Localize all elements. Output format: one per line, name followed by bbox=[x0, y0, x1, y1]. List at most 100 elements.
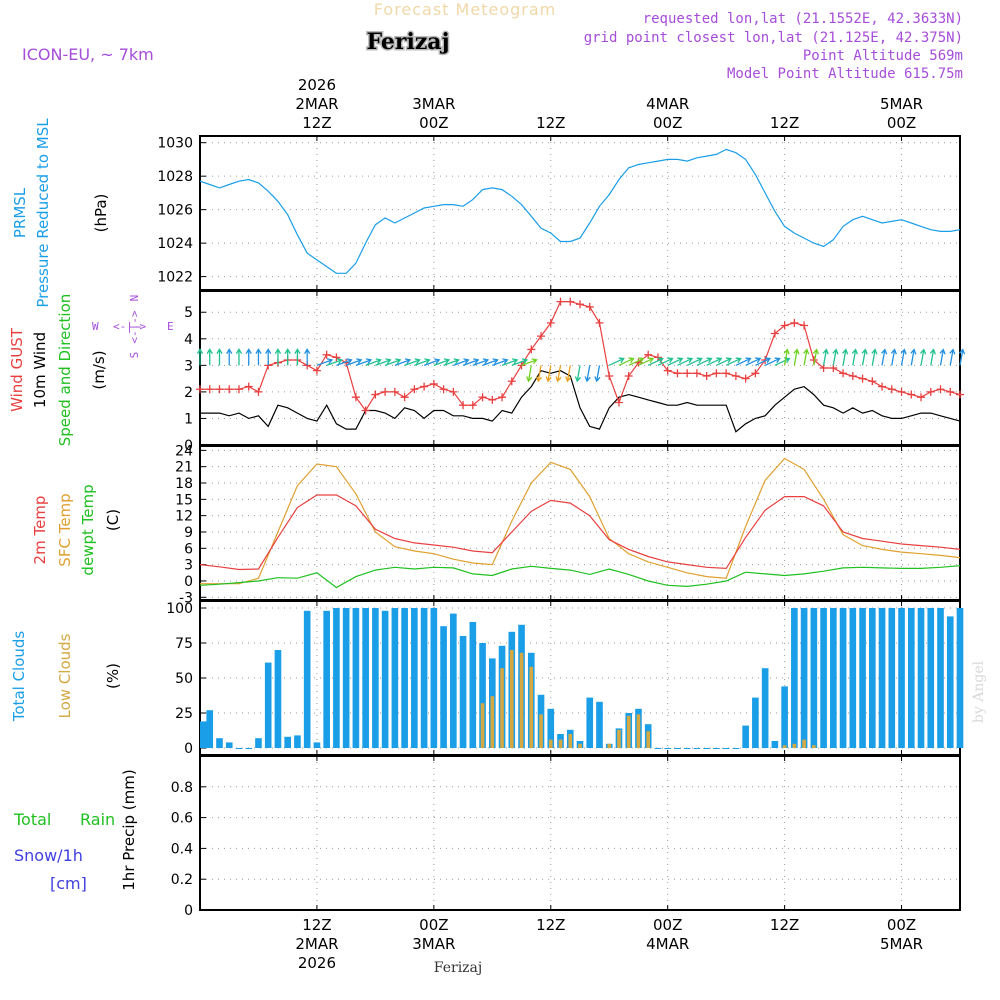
sfc-temp-line bbox=[200, 457, 961, 585]
wind-arrow-head bbox=[492, 358, 499, 365]
compass-south: S bbox=[128, 352, 141, 359]
y-tick-label: 0 bbox=[184, 438, 193, 454]
wind-arrow-head bbox=[255, 348, 262, 354]
wind-10m-label: 10m Wind bbox=[31, 332, 49, 408]
total-cloud-bar bbox=[255, 738, 262, 748]
time-label: 3MAR bbox=[412, 935, 455, 953]
y-tick-label: 9 bbox=[184, 525, 193, 541]
gust-marker bbox=[868, 377, 877, 386]
low-cloud-bar bbox=[782, 745, 787, 748]
gust-marker bbox=[926, 387, 935, 396]
wind-arrow-head bbox=[890, 348, 897, 355]
gust-marker bbox=[449, 387, 458, 396]
wind-arrow bbox=[472, 359, 489, 366]
total-cloud-bar bbox=[800, 608, 808, 748]
wind-arrow bbox=[375, 359, 391, 366]
gust-marker bbox=[595, 318, 604, 327]
gust-marker bbox=[488, 395, 497, 404]
temp-2m-line bbox=[199, 494, 961, 571]
wind-arrow-head bbox=[920, 348, 927, 355]
wind-arrow bbox=[803, 349, 808, 366]
total-cloud-bar bbox=[323, 610, 330, 748]
total-label: Total bbox=[13, 810, 51, 829]
wind-arrow bbox=[326, 359, 342, 366]
pressure-line bbox=[199, 148, 961, 274]
prmsl-label: PRMSL bbox=[11, 187, 29, 238]
wind-arrow-head bbox=[842, 348, 849, 355]
wind-arrow bbox=[822, 349, 828, 366]
time-label: 00Z bbox=[653, 916, 682, 934]
time-label: 2026 bbox=[298, 954, 336, 972]
total-cloud-bar bbox=[946, 616, 954, 748]
y-tick-label: 18 bbox=[175, 476, 193, 492]
wind-arrow bbox=[735, 357, 751, 366]
wind-arrow-head bbox=[832, 348, 839, 355]
gust-marker bbox=[887, 385, 896, 394]
y-tick-label: 4 bbox=[184, 332, 193, 348]
total-cloud-bar bbox=[206, 710, 214, 748]
y-tick-label: 21 bbox=[175, 460, 193, 476]
time-label: 00Z bbox=[419, 916, 448, 934]
wind-arrow-head bbox=[375, 358, 382, 365]
low-cloud-bar bbox=[539, 714, 543, 748]
wind-arrow bbox=[414, 359, 430, 366]
time-label: 12Z bbox=[302, 916, 331, 934]
wind-arrow-head bbox=[424, 358, 431, 365]
time-label: 00Z bbox=[887, 916, 916, 934]
time-label: 4MAR bbox=[646, 95, 689, 113]
point-altitude: Point Altitude 569m bbox=[803, 48, 963, 64]
temp-sfc-label: SFC Temp bbox=[56, 493, 74, 566]
y-tick-label: 1026 bbox=[157, 203, 193, 219]
gust-marker bbox=[546, 318, 555, 327]
gust-marker bbox=[907, 390, 916, 399]
y-tick-label: 0 bbox=[184, 574, 193, 590]
gust-marker bbox=[624, 371, 633, 380]
wind-arrow bbox=[939, 349, 944, 366]
wind-arrow-head bbox=[745, 357, 752, 364]
y-tick-label: 100 bbox=[166, 601, 193, 617]
time-label: 4MAR bbox=[646, 935, 689, 953]
y-tick-label: 6 bbox=[184, 541, 193, 557]
wind-arrow bbox=[813, 349, 818, 366]
wind-arrow-head bbox=[959, 348, 966, 355]
wind-arrow bbox=[657, 357, 673, 366]
time-label: 5MAR bbox=[880, 935, 923, 953]
total-cloud-bar bbox=[810, 608, 818, 748]
total-cloud-bar bbox=[430, 608, 438, 748]
gust-marker bbox=[234, 385, 243, 394]
wind-arrow-head bbox=[851, 348, 858, 355]
gust-marker bbox=[712, 369, 721, 378]
time-label: 2MAR bbox=[295, 935, 338, 953]
time-label: 5MAR bbox=[880, 95, 923, 113]
low-cloud-bar bbox=[529, 666, 534, 748]
gust-marker bbox=[410, 385, 419, 394]
wind-arrow-head bbox=[939, 348, 946, 355]
wind-arrow bbox=[596, 365, 601, 382]
y-tick-label: 0.6 bbox=[171, 811, 193, 827]
wind-arrow bbox=[355, 359, 372, 366]
y-tick-label: 24 bbox=[175, 443, 193, 459]
low-cloud-bar bbox=[490, 696, 495, 748]
wind-arrow bbox=[764, 357, 780, 366]
wind-arrow-head bbox=[677, 357, 684, 364]
wind-arrow-head bbox=[274, 348, 282, 354]
total-cloud-bar bbox=[333, 608, 340, 748]
gust-marker bbox=[663, 366, 672, 375]
wind-arrow-head bbox=[196, 348, 204, 354]
gust-marker bbox=[390, 387, 399, 396]
wind-arrow bbox=[443, 359, 459, 366]
wind-arrow bbox=[647, 357, 663, 366]
gust-marker bbox=[468, 401, 477, 410]
low-clouds-label: Low Clouds bbox=[56, 633, 74, 718]
model-name: ICON-EU, ~ 7km bbox=[22, 45, 154, 64]
wind-arrow bbox=[527, 365, 532, 382]
gust-marker bbox=[225, 385, 234, 394]
wind-arrow bbox=[608, 357, 625, 366]
wind-10m-line bbox=[200, 370, 961, 433]
wind-arrow-head bbox=[404, 358, 412, 365]
wind-arrow-head bbox=[294, 348, 301, 354]
wind-arrow-head bbox=[443, 358, 451, 365]
wind-arrow-head bbox=[235, 348, 243, 354]
